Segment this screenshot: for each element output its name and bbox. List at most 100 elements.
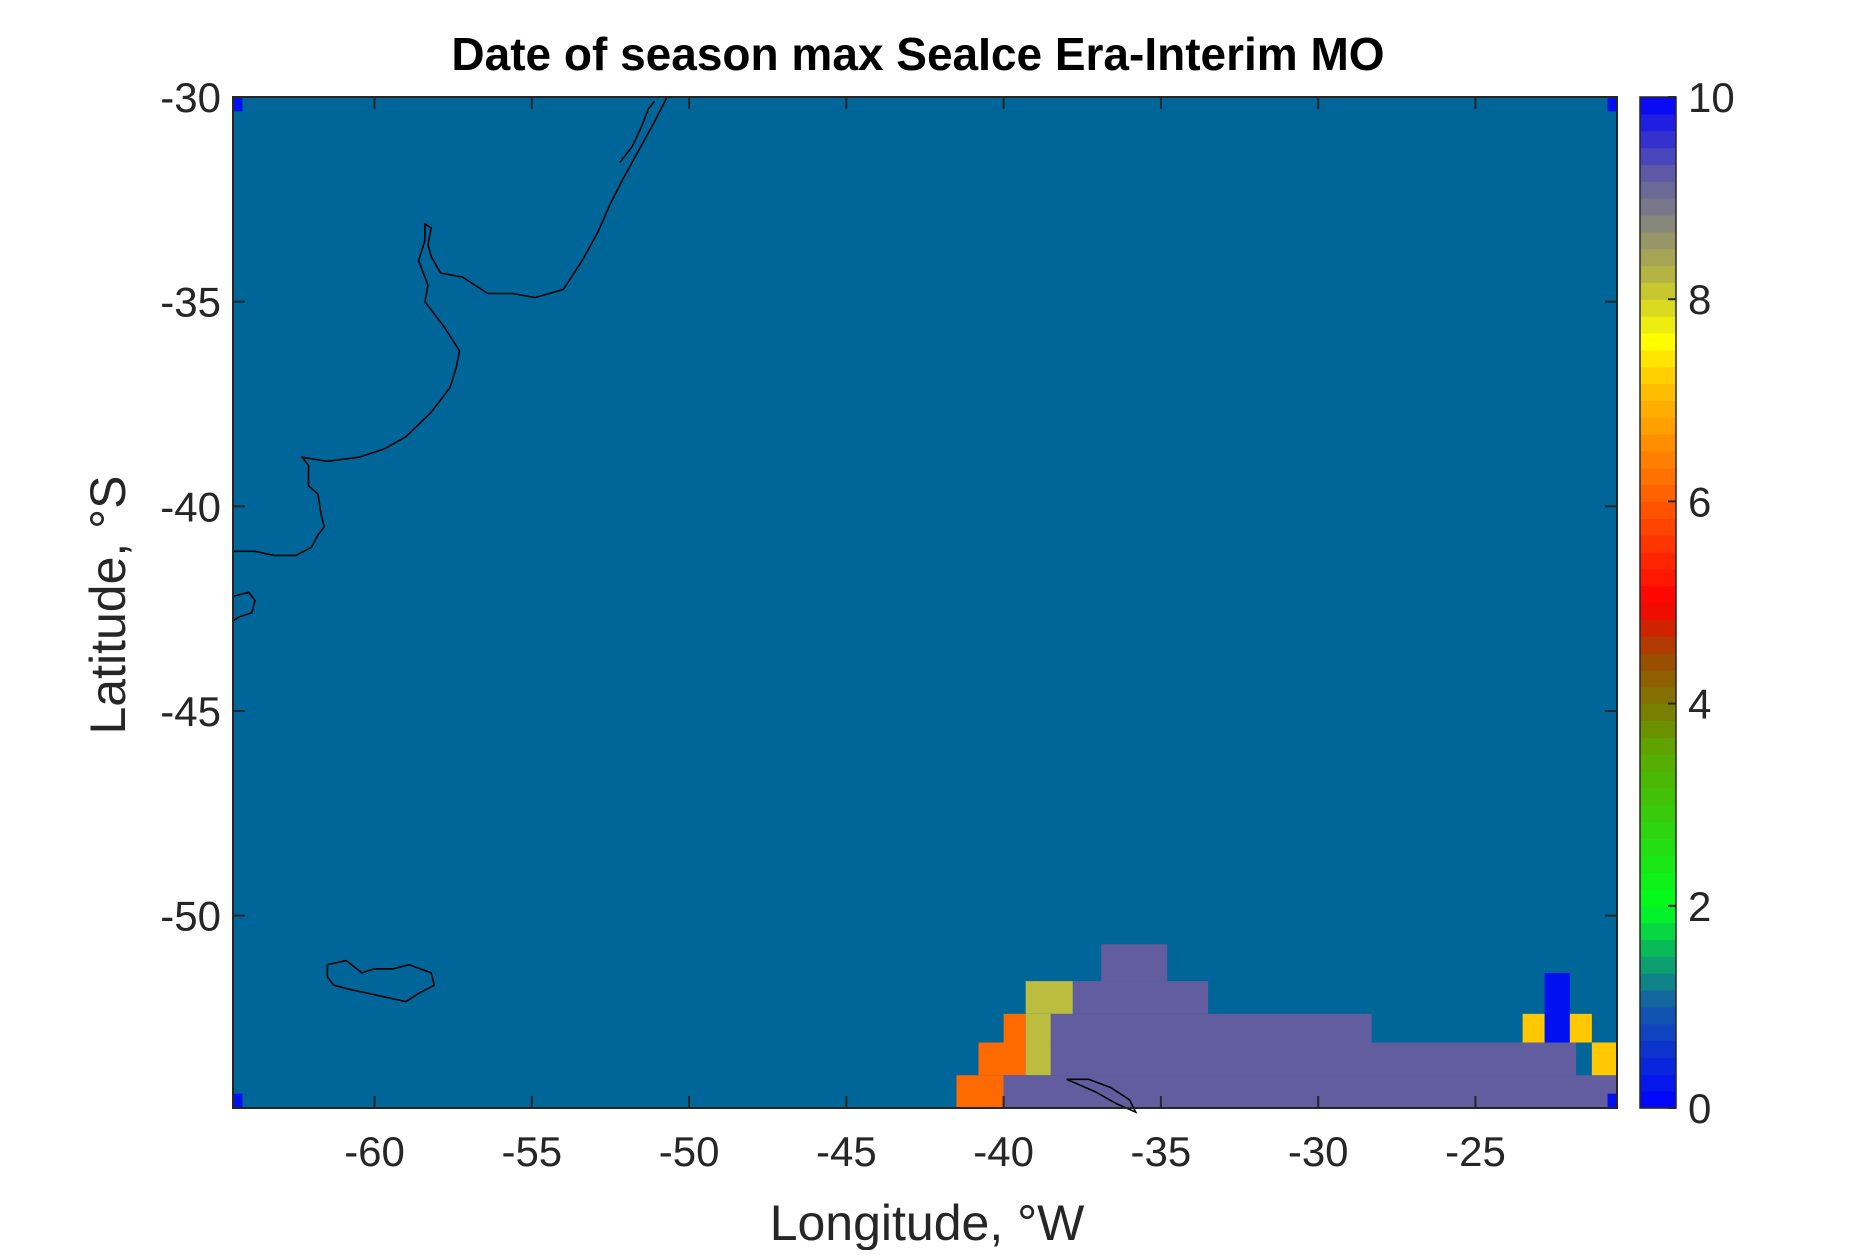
- y-tick-label: -40: [160, 483, 221, 530]
- colorbar-segment: [1640, 349, 1676, 368]
- y-tick-label: -30: [160, 74, 221, 121]
- colorbar-segment: [1640, 501, 1676, 519]
- colorbar-tick-label: 0: [1688, 1085, 1711, 1132]
- colorbar-segment: [1640, 720, 1676, 738]
- colorbar-segment: [1640, 888, 1676, 907]
- heatmap-cell: [1569, 1013, 1592, 1043]
- colorbar-segment: [1640, 434, 1676, 452]
- colorbar-segment: [1640, 956, 1676, 974]
- heatmap-cell: [1072, 981, 1209, 1014]
- colorbar-segment: [1640, 838, 1676, 856]
- colorbar-segment: [1640, 669, 1676, 688]
- colorbar-segment: [1640, 686, 1676, 705]
- colorbar-tick-label: 6: [1688, 478, 1711, 525]
- colorbar-tick-label: 8: [1688, 276, 1711, 323]
- colorbar-segment: [1640, 147, 1676, 165]
- heatmap-cell: [1003, 1075, 1617, 1108]
- colorbar-segment: [1640, 636, 1676, 654]
- colorbar-segment: [1640, 602, 1676, 620]
- heatmap-cell: [1025, 981, 1073, 1014]
- colorbar-segment: [1640, 214, 1676, 233]
- colorbar-segment: [1640, 703, 1676, 722]
- colorbar-segment: [1640, 754, 1676, 772]
- axes-frame: [232, 96, 1618, 1109]
- colorbar-tick-label: 2: [1688, 883, 1711, 930]
- axes: -60 -55 -50 -45 -40 -35 -30 -25 -30 -35 -40 -45 -50: [160, 74, 1618, 1175]
- colorbar-segment: [1640, 1074, 1676, 1092]
- colorbar-tick-label: 4: [1688, 681, 1711, 728]
- chart-title: Date of season max SeaIce Era-Interim MO: [451, 28, 1384, 80]
- x-tick-label: -30: [1288, 1128, 1349, 1175]
- colorbar-segment: [1640, 653, 1676, 671]
- colorbar-segment: [1640, 787, 1676, 806]
- colorbar-segment: [1640, 400, 1676, 418]
- heatmap-cell: [1025, 1013, 1051, 1076]
- colorbar-segment: [1640, 248, 1676, 267]
- coastline: [326, 959, 436, 1003]
- colorbar-segment: [1640, 1006, 1676, 1025]
- x-tick-label: -60: [344, 1128, 405, 1175]
- colorbar-segment: [1640, 855, 1676, 873]
- colorbar-segment: [1640, 299, 1676, 317]
- coastline: [232, 591, 256, 622]
- x-tick-label: -55: [501, 1128, 562, 1175]
- x-tick-label: -50: [659, 1128, 720, 1175]
- heatmap-cell: [1591, 1042, 1617, 1076]
- x-tick-label: -45: [816, 1128, 877, 1175]
- colorbar-segment: [1640, 939, 1676, 957]
- colorbar-segment: [1640, 231, 1676, 250]
- colorbar-segment: [1640, 990, 1676, 1008]
- colorbar-segment: [1640, 905, 1676, 924]
- colorbar-segment: [1640, 1057, 1676, 1075]
- colorbar-segment: [1640, 551, 1676, 570]
- colorbar-segment: [1640, 181, 1676, 199]
- colorbar-segment: [1640, 737, 1676, 755]
- heatmap-cell: [1050, 1042, 1577, 1076]
- colorbar-segment: [1640, 518, 1676, 536]
- heatmap-cell: [978, 1042, 1026, 1076]
- colorbar-segment: [1640, 922, 1676, 941]
- x-tick-label: -25: [1445, 1128, 1506, 1175]
- coastline: [1066, 1078, 1138, 1114]
- colorbar-segment: [1640, 484, 1676, 502]
- colorbar: 0 2 4 6 8 10: [1639, 74, 1735, 1132]
- colorbar-segment: [1640, 568, 1676, 587]
- colorbar-segment: [1640, 383, 1676, 401]
- colorbar-segment: [1640, 619, 1676, 637]
- x-tick-label: -40: [973, 1128, 1034, 1175]
- colorbar-segment: [1640, 1023, 1676, 1042]
- colorbar-segment: [1640, 417, 1676, 435]
- heatmap-cell: [1050, 1013, 1372, 1043]
- coastline: [233, 96, 668, 557]
- heatmap-cell: [1607, 1093, 1617, 1108]
- y-tick-label: -35: [160, 279, 221, 326]
- coastline: [619, 100, 656, 163]
- x-axis-label: Longitude, °W: [770, 1195, 1085, 1250]
- colorbar-segment: [1640, 771, 1676, 789]
- colorbar-segment: [1640, 366, 1676, 385]
- colorbar-segment: [1640, 198, 1676, 216]
- colorbar-segment: [1640, 164, 1676, 182]
- heatmap-cell: [1544, 972, 1570, 1043]
- colorbar-tick-label: 10: [1688, 74, 1735, 121]
- colorbar-segment: [1640, 535, 1676, 553]
- colorbar-segment: [1640, 332, 1676, 351]
- y-axis-label: Latitude, °S: [80, 475, 136, 734]
- heatmap-cell: [233, 1093, 243, 1108]
- plot-area: [232, 96, 1617, 1114]
- heatmap-cell: [1003, 1013, 1026, 1043]
- colorbar-segment: [1640, 1091, 1676, 1109]
- colorbar-segment: [1640, 130, 1676, 149]
- colorbar-segment: [1640, 804, 1676, 823]
- heatmap-cell: [1101, 944, 1168, 982]
- heatmap-cell: [1607, 97, 1617, 112]
- colorbar-segment: [1640, 467, 1676, 486]
- y-tick-label: -50: [160, 893, 221, 940]
- colorbar-segment: [1640, 282, 1676, 300]
- heatmap-cell: [1522, 1013, 1545, 1043]
- colorbar-segment: [1640, 97, 1676, 115]
- colorbar-segment: [1640, 113, 1676, 132]
- colorbar-frame: [1639, 96, 1677, 1109]
